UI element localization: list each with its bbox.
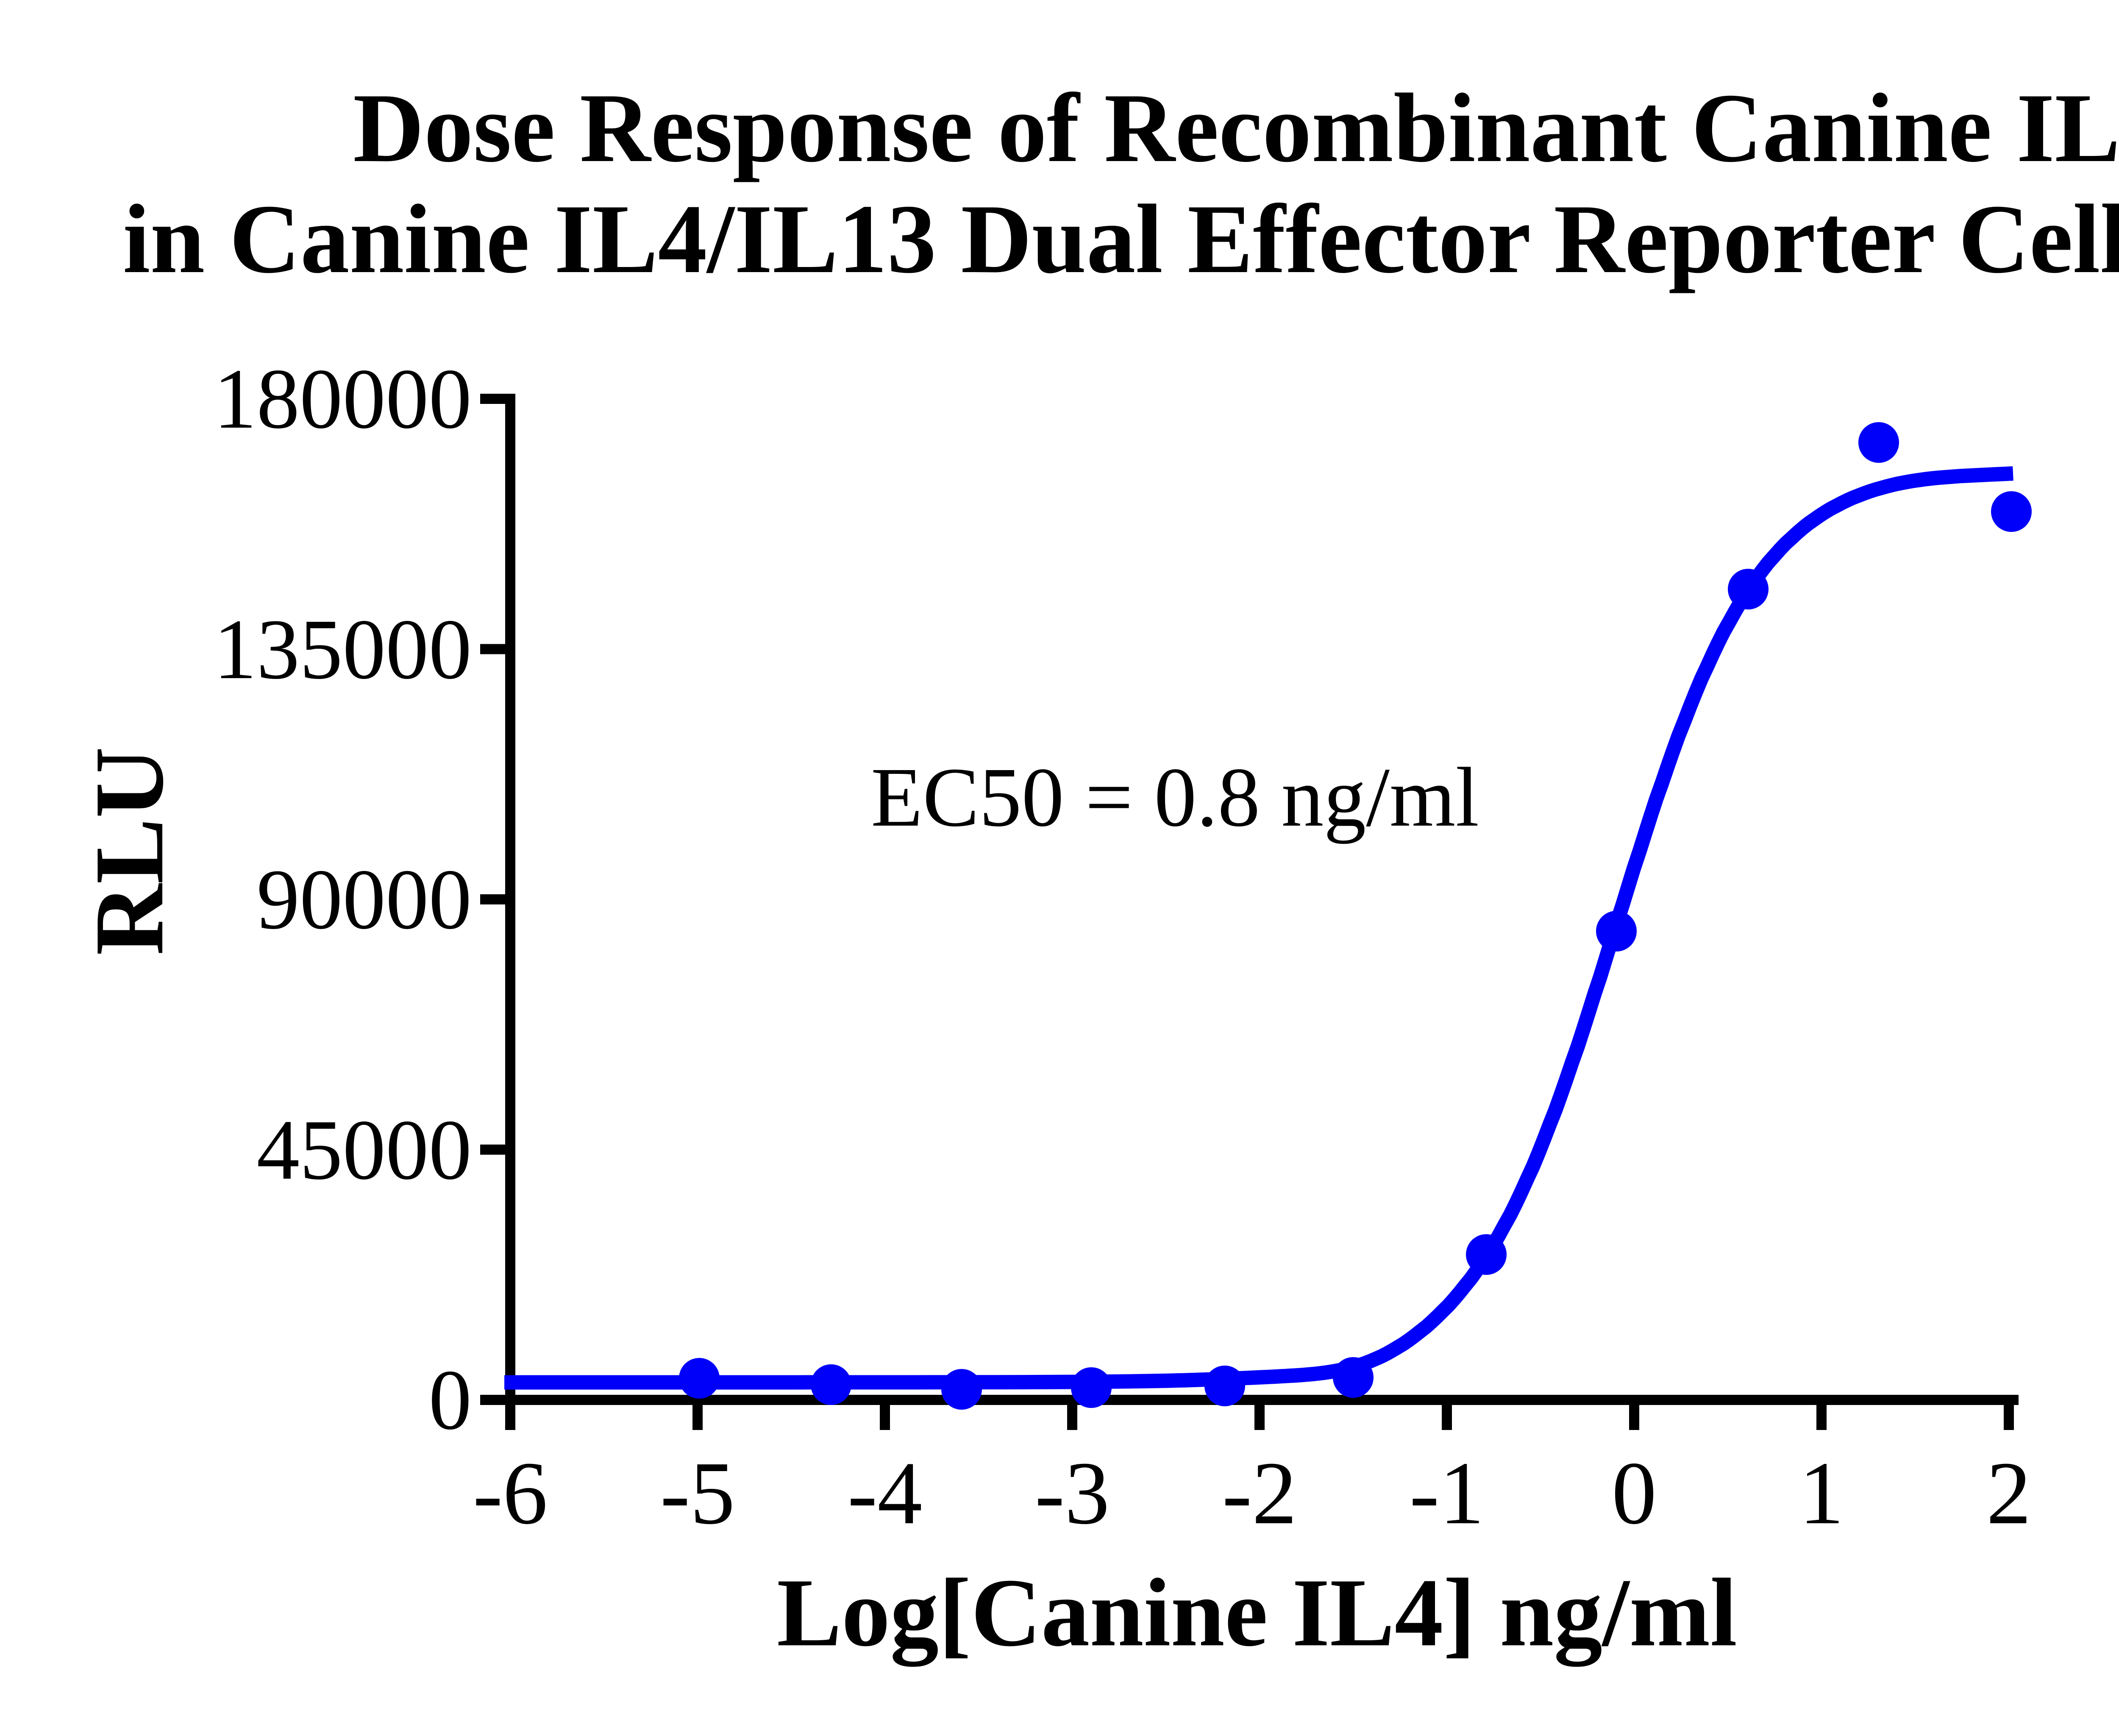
svg-text:0: 0 (1612, 1443, 1657, 1543)
svg-text:-4: -4 (848, 1443, 923, 1543)
svg-text:-2: -2 (1222, 1443, 1297, 1543)
svg-text:0: 0 (429, 1352, 472, 1447)
svg-text:EC50 = 0.8 ng/ml: EC50 = 0.8 ng/ml (871, 751, 1479, 844)
svg-text:Log[Canine IL4] ng/ml: Log[Canine IL4] ng/ml (777, 1558, 1737, 1667)
svg-text:-6: -6 (473, 1443, 548, 1543)
svg-text:90000: 90000 (257, 851, 472, 947)
svg-text:135000: 135000 (214, 601, 472, 697)
svg-text:RLU: RLU (75, 747, 184, 955)
svg-text:1: 1 (1799, 1443, 1844, 1543)
svg-text:Dose Response of Recombinant C: Dose Response of Recombinant Canine IL4 (353, 73, 2119, 183)
svg-text:in Canine IL4/IL13 Dual Effect: in Canine IL4/IL13 Dual Effector Reporte… (123, 184, 2119, 294)
svg-text:-1: -1 (1410, 1443, 1485, 1543)
svg-text:-5: -5 (660, 1443, 735, 1543)
svg-text:45000: 45000 (257, 1102, 472, 1197)
svg-text:180000: 180000 (214, 351, 472, 446)
svg-text:-3: -3 (1035, 1443, 1110, 1543)
svg-text:2: 2 (1986, 1443, 2031, 1543)
